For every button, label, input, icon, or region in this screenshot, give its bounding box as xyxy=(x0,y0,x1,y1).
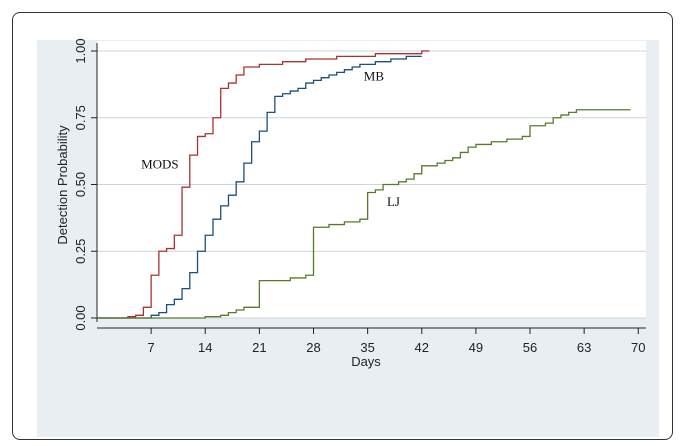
x-tick-label: 70 xyxy=(631,340,645,355)
series-lines xyxy=(97,50,631,319)
x-tick-label: 28 xyxy=(306,340,320,355)
x-tick-label: 42 xyxy=(415,340,429,355)
series-line-mb xyxy=(97,55,422,319)
x-tick-label: 7 xyxy=(148,340,155,355)
y-tick-label: 0.25 xyxy=(73,239,88,264)
x-tick-label: 14 xyxy=(198,340,212,355)
series-line-lj xyxy=(97,109,631,319)
y-tick-label: 0.00 xyxy=(73,305,88,330)
x-tick-label: 49 xyxy=(469,340,483,355)
series-line-mods xyxy=(97,50,430,319)
y-tick-label: 1.00 xyxy=(73,38,88,63)
plot-area xyxy=(97,41,646,318)
series-label-lj: LJ xyxy=(387,194,400,209)
x-tick-label: 63 xyxy=(577,340,591,355)
series-labels: MODS MB LJ xyxy=(141,68,400,208)
y-tick-label: 0.50 xyxy=(73,172,88,197)
axes: 0.00 0.25 0.50 0.75 1.00 7 14 21 28 35 42 49 56 63 70 xyxy=(73,38,646,355)
y-tick-label: 0.75 xyxy=(73,105,88,130)
x-tick-label: 21 xyxy=(252,340,266,355)
grid-lines xyxy=(97,41,646,319)
y-axis-title: Detection Probability xyxy=(55,125,70,245)
series-label-mb: MB xyxy=(364,68,385,83)
x-axis-title: Days xyxy=(351,354,381,369)
x-tick-label: 35 xyxy=(360,340,374,355)
x-tick-label: 56 xyxy=(523,340,537,355)
series-label-mods: MODS xyxy=(141,156,179,171)
